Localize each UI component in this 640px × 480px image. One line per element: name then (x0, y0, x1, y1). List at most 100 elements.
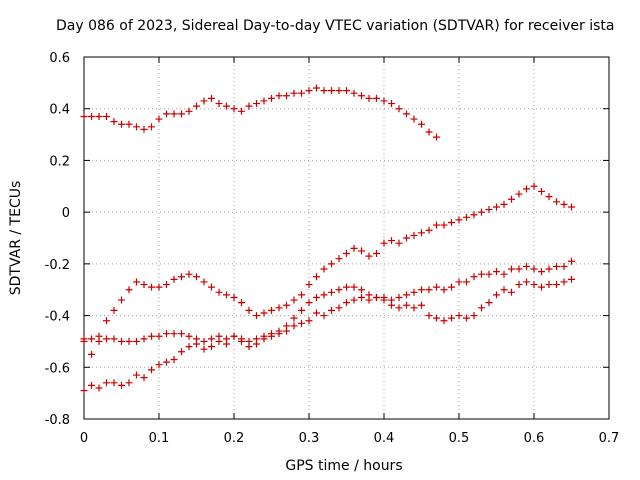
data-point (290, 296, 298, 304)
data-point (545, 193, 553, 201)
x-tick-label: 0.4 (374, 431, 395, 446)
data-point (170, 356, 178, 364)
data-point (95, 337, 103, 345)
data-point (193, 273, 200, 281)
data-point (553, 198, 560, 206)
data-point (388, 237, 395, 245)
data-point (418, 286, 425, 294)
data-point (365, 252, 373, 260)
data-point (208, 343, 215, 351)
data-point (523, 278, 530, 286)
data-point (103, 317, 110, 325)
data-point (260, 97, 268, 105)
data-point (403, 291, 410, 299)
data-point (223, 340, 230, 348)
data-point (530, 182, 538, 190)
data-point (305, 87, 313, 95)
data-point (110, 335, 118, 343)
data-point (245, 306, 253, 314)
data-point (320, 312, 328, 320)
data-point (148, 366, 155, 374)
series-sat-3 (80, 257, 575, 345)
data-point (335, 304, 343, 312)
data-point (200, 97, 208, 105)
data-point (163, 330, 170, 338)
marks-layer (80, 84, 575, 395)
data-point (433, 283, 440, 291)
data-point (455, 216, 463, 224)
data-point (373, 293, 380, 301)
data-point (253, 340, 260, 348)
data-point (298, 291, 305, 299)
data-point (418, 120, 425, 128)
data-point (343, 250, 350, 258)
data-point (530, 281, 538, 289)
data-point (485, 206, 493, 214)
data-point (275, 330, 283, 338)
data-point (500, 286, 508, 294)
data-point (358, 247, 365, 255)
data-point (335, 255, 343, 263)
data-point (358, 92, 365, 100)
data-point (358, 286, 365, 294)
data-point (268, 94, 275, 102)
grid-layer (84, 57, 609, 419)
data-point (200, 345, 208, 353)
data-point (553, 262, 560, 270)
x-tick-label: 0.6 (524, 431, 545, 446)
data-point (155, 332, 163, 340)
data-point (350, 244, 358, 252)
data-point (343, 87, 350, 95)
data-point (395, 304, 403, 312)
data-point (545, 265, 553, 273)
data-point (455, 312, 463, 320)
data-point (223, 291, 230, 299)
data-point (433, 221, 440, 229)
data-point (470, 312, 478, 320)
data-point (103, 379, 110, 387)
data-point (185, 270, 193, 278)
data-point (493, 203, 500, 211)
y-tick-label: 0 (62, 206, 70, 221)
data-point (425, 226, 433, 234)
data-point (275, 92, 283, 100)
data-point (283, 327, 290, 335)
data-point (410, 115, 418, 123)
data-point (545, 281, 553, 289)
data-point (403, 234, 410, 242)
data-point (493, 291, 500, 299)
data-point (560, 278, 568, 286)
data-point (320, 291, 328, 299)
data-point (403, 301, 410, 309)
data-point (133, 123, 140, 131)
data-point (433, 314, 440, 322)
data-point (508, 265, 515, 273)
data-point (268, 306, 275, 314)
x-tick-label: 0.3 (299, 431, 320, 446)
series-sat-2 (80, 182, 575, 358)
data-point (298, 319, 305, 327)
data-point (365, 94, 373, 102)
data-point (320, 87, 328, 95)
data-point (568, 257, 575, 265)
data-point (125, 337, 133, 345)
data-point (463, 213, 470, 221)
data-point (163, 281, 170, 289)
data-point (328, 260, 335, 268)
data-point (298, 306, 305, 314)
data-point (320, 265, 328, 273)
data-point (373, 94, 380, 102)
data-point (568, 203, 575, 211)
data-point (343, 299, 350, 307)
data-point (508, 195, 515, 203)
data-point (140, 125, 148, 133)
data-point (568, 275, 575, 283)
data-point (103, 335, 110, 343)
data-point (140, 281, 148, 289)
data-point (313, 84, 320, 92)
data-point (335, 87, 343, 95)
data-point (215, 100, 223, 108)
y-axis-title: SDTVAR / TECUs (8, 181, 24, 296)
data-point (470, 211, 478, 219)
